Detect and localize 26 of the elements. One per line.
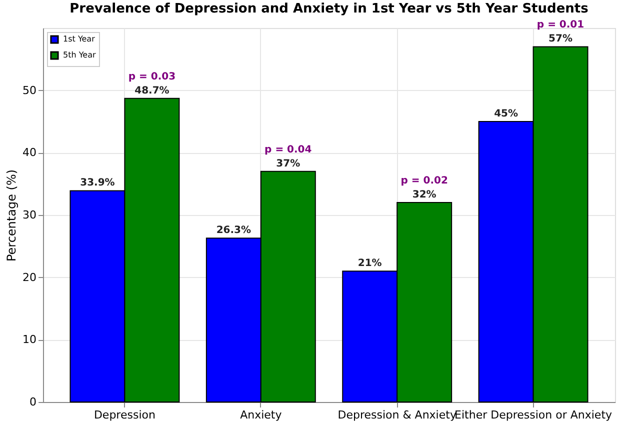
x-tick-label: Either Depression or Anxiety [454, 408, 613, 422]
annotation: p = 0.02 [400, 176, 448, 187]
x-tick-label: Depression [94, 408, 156, 422]
annotation: p = 0.01 [536, 20, 584, 31]
y-tick-label: 30 [22, 208, 36, 222]
annotation: p = 0.04 [264, 144, 312, 156]
legend-label: 5th Year [63, 50, 96, 60]
data-label: 57% [548, 34, 572, 45]
y-axis-title: Percentage (%) [4, 169, 19, 262]
y-tick-label: 50 [22, 84, 36, 97]
y-tick-label: 10 [22, 333, 36, 346]
data-label: 21% [358, 258, 382, 270]
y-tick-label: 20 [22, 270, 36, 284]
data-label: 37% [276, 158, 300, 170]
chart-title: Prevalence of Depression and Anxiety in 1st Year vs 5th Year Students [70, 2, 589, 17]
y-tick-label: 40 [22, 146, 36, 160]
y-tick-label: 0 [30, 396, 36, 408]
data-label: 48.7% [134, 85, 170, 96]
data-label: 33.9% [80, 178, 115, 189]
x-tick-label: Anxiety [240, 408, 282, 422]
data-label: 45% [494, 108, 518, 120]
data-label: 26.3% [216, 225, 252, 236]
x-tick-label: Depression & Anxiety [338, 408, 457, 422]
legend-label: 1st Year [63, 34, 96, 44]
data-label: 32% [412, 190, 436, 201]
annotation: p = 0.03 [128, 71, 176, 82]
